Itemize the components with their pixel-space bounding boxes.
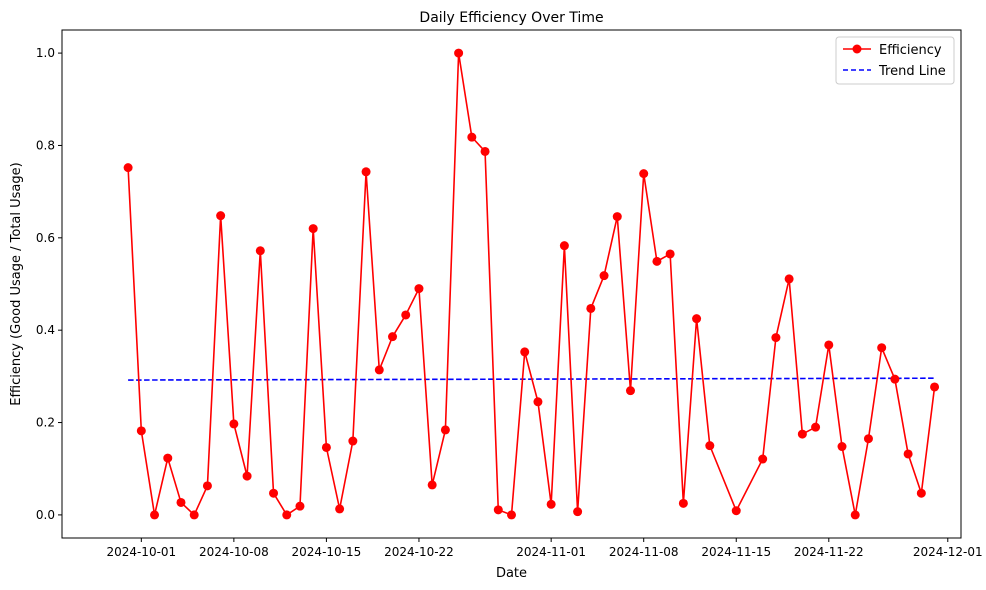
efficiency-point: [335, 504, 345, 514]
x-tick-label: 2024-12-01: [913, 545, 983, 559]
efficiency-point: [850, 510, 860, 520]
efficiency-point: [692, 314, 702, 324]
efficiency-point: [625, 386, 635, 396]
efficiency-point: [321, 442, 331, 452]
x-tick-label: 2024-11-01: [516, 545, 586, 559]
efficiency-point: [797, 429, 807, 439]
efficiency-point: [282, 510, 292, 520]
x-tick-label: 2024-11-22: [794, 545, 864, 559]
efficiency-point: [348, 436, 358, 446]
x-axis-label: Date: [496, 566, 527, 581]
efficiency-point: [176, 497, 186, 507]
y-tick-label: 0.6: [36, 231, 55, 245]
efficiency-point: [189, 510, 199, 520]
efficiency-point: [586, 303, 596, 313]
efficiency-point: [533, 397, 543, 407]
efficiency-point: [930, 382, 940, 392]
plot-frame: [61, 29, 962, 539]
chart-title: Daily Efficiency Over Time: [419, 10, 603, 26]
efficiency-point: [414, 284, 424, 294]
efficiency-point: [136, 426, 146, 436]
efficiency-point: [242, 471, 252, 481]
efficiency-point: [269, 488, 279, 498]
efficiency-point: [890, 374, 900, 384]
x-tick-label: 2024-10-22: [384, 545, 454, 559]
efficiency-point: [308, 224, 318, 234]
x-tick-label: 2024-11-15: [701, 545, 771, 559]
efficiency-point: [731, 506, 741, 516]
efficiency-point: [811, 422, 821, 432]
efficiency-point: [150, 510, 160, 520]
efficiency-point: [163, 453, 173, 463]
efficiency-point: [771, 333, 781, 343]
efficiency-point: [863, 434, 873, 444]
efficiency-point: [837, 442, 847, 452]
efficiency-point: [427, 480, 437, 490]
efficiency-point: [361, 167, 371, 177]
efficiency-point: [440, 425, 450, 435]
efficiency-point: [612, 212, 622, 222]
legend: Efficiency Trend Line: [835, 36, 955, 85]
efficiency-point: [784, 274, 794, 284]
efficiency-point: [665, 249, 675, 259]
efficiency-point: [678, 498, 688, 508]
efficiency-point: [877, 343, 887, 353]
efficiency-point: [507, 510, 516, 520]
y-tick-label: 0.8: [36, 138, 55, 152]
efficiency-point: [229, 419, 239, 429]
efficiency-point: [824, 340, 834, 350]
efficiency-point: [454, 48, 464, 58]
efficiency-point: [388, 332, 398, 342]
efficiency-point: [652, 256, 662, 266]
efficiency-point: [467, 132, 477, 142]
y-tick-label: 1.0: [36, 46, 55, 60]
efficiency-point: [705, 441, 715, 451]
y-tick-label: 0.0: [36, 508, 55, 522]
x-axis: 2024-10-01 2024-10-08 2024-10-15 2024-10-22…: [106, 538, 983, 559]
efficiency-point: [573, 507, 583, 517]
efficiency-point: [216, 211, 226, 221]
efficiency-point: [255, 246, 265, 256]
plot-area: [123, 48, 940, 520]
y-axis-label: Efficiency (Good Usage / Total Usage): [9, 162, 24, 405]
efficiency-point: [401, 310, 411, 320]
efficiency-point: [559, 241, 569, 251]
efficiency-point: [916, 488, 926, 498]
x-tick-label: 2024-11-08: [609, 545, 679, 559]
efficiency-point: [202, 481, 212, 491]
efficiency-point: [493, 505, 503, 515]
efficiency-point: [599, 271, 609, 281]
x-tick-label: 2024-10-15: [292, 545, 362, 559]
legend-efficiency-label: Efficiency: [879, 43, 942, 58]
y-axis: 0.0 0.2 0.4 0.6 0.8 1.0: [36, 46, 62, 522]
x-tick-label: 2024-10-01: [106, 545, 176, 559]
efficiency-point: [295, 501, 305, 511]
efficiency-point: [480, 146, 490, 156]
efficiency-point: [639, 169, 649, 179]
y-tick-label: 0.4: [36, 323, 55, 337]
x-tick-label: 2024-10-08: [199, 545, 269, 559]
efficiency-point: [758, 454, 768, 464]
legend-trend-label: Trend Line: [878, 64, 946, 79]
efficiency-point: [546, 499, 556, 509]
efficiency-point: [374, 365, 384, 375]
efficiency-point: [903, 449, 913, 459]
efficiency-point: [123, 163, 133, 173]
legend-efficiency-marker: [852, 44, 862, 54]
efficiency-point: [520, 347, 530, 357]
y-tick-label: 0.2: [36, 416, 55, 430]
